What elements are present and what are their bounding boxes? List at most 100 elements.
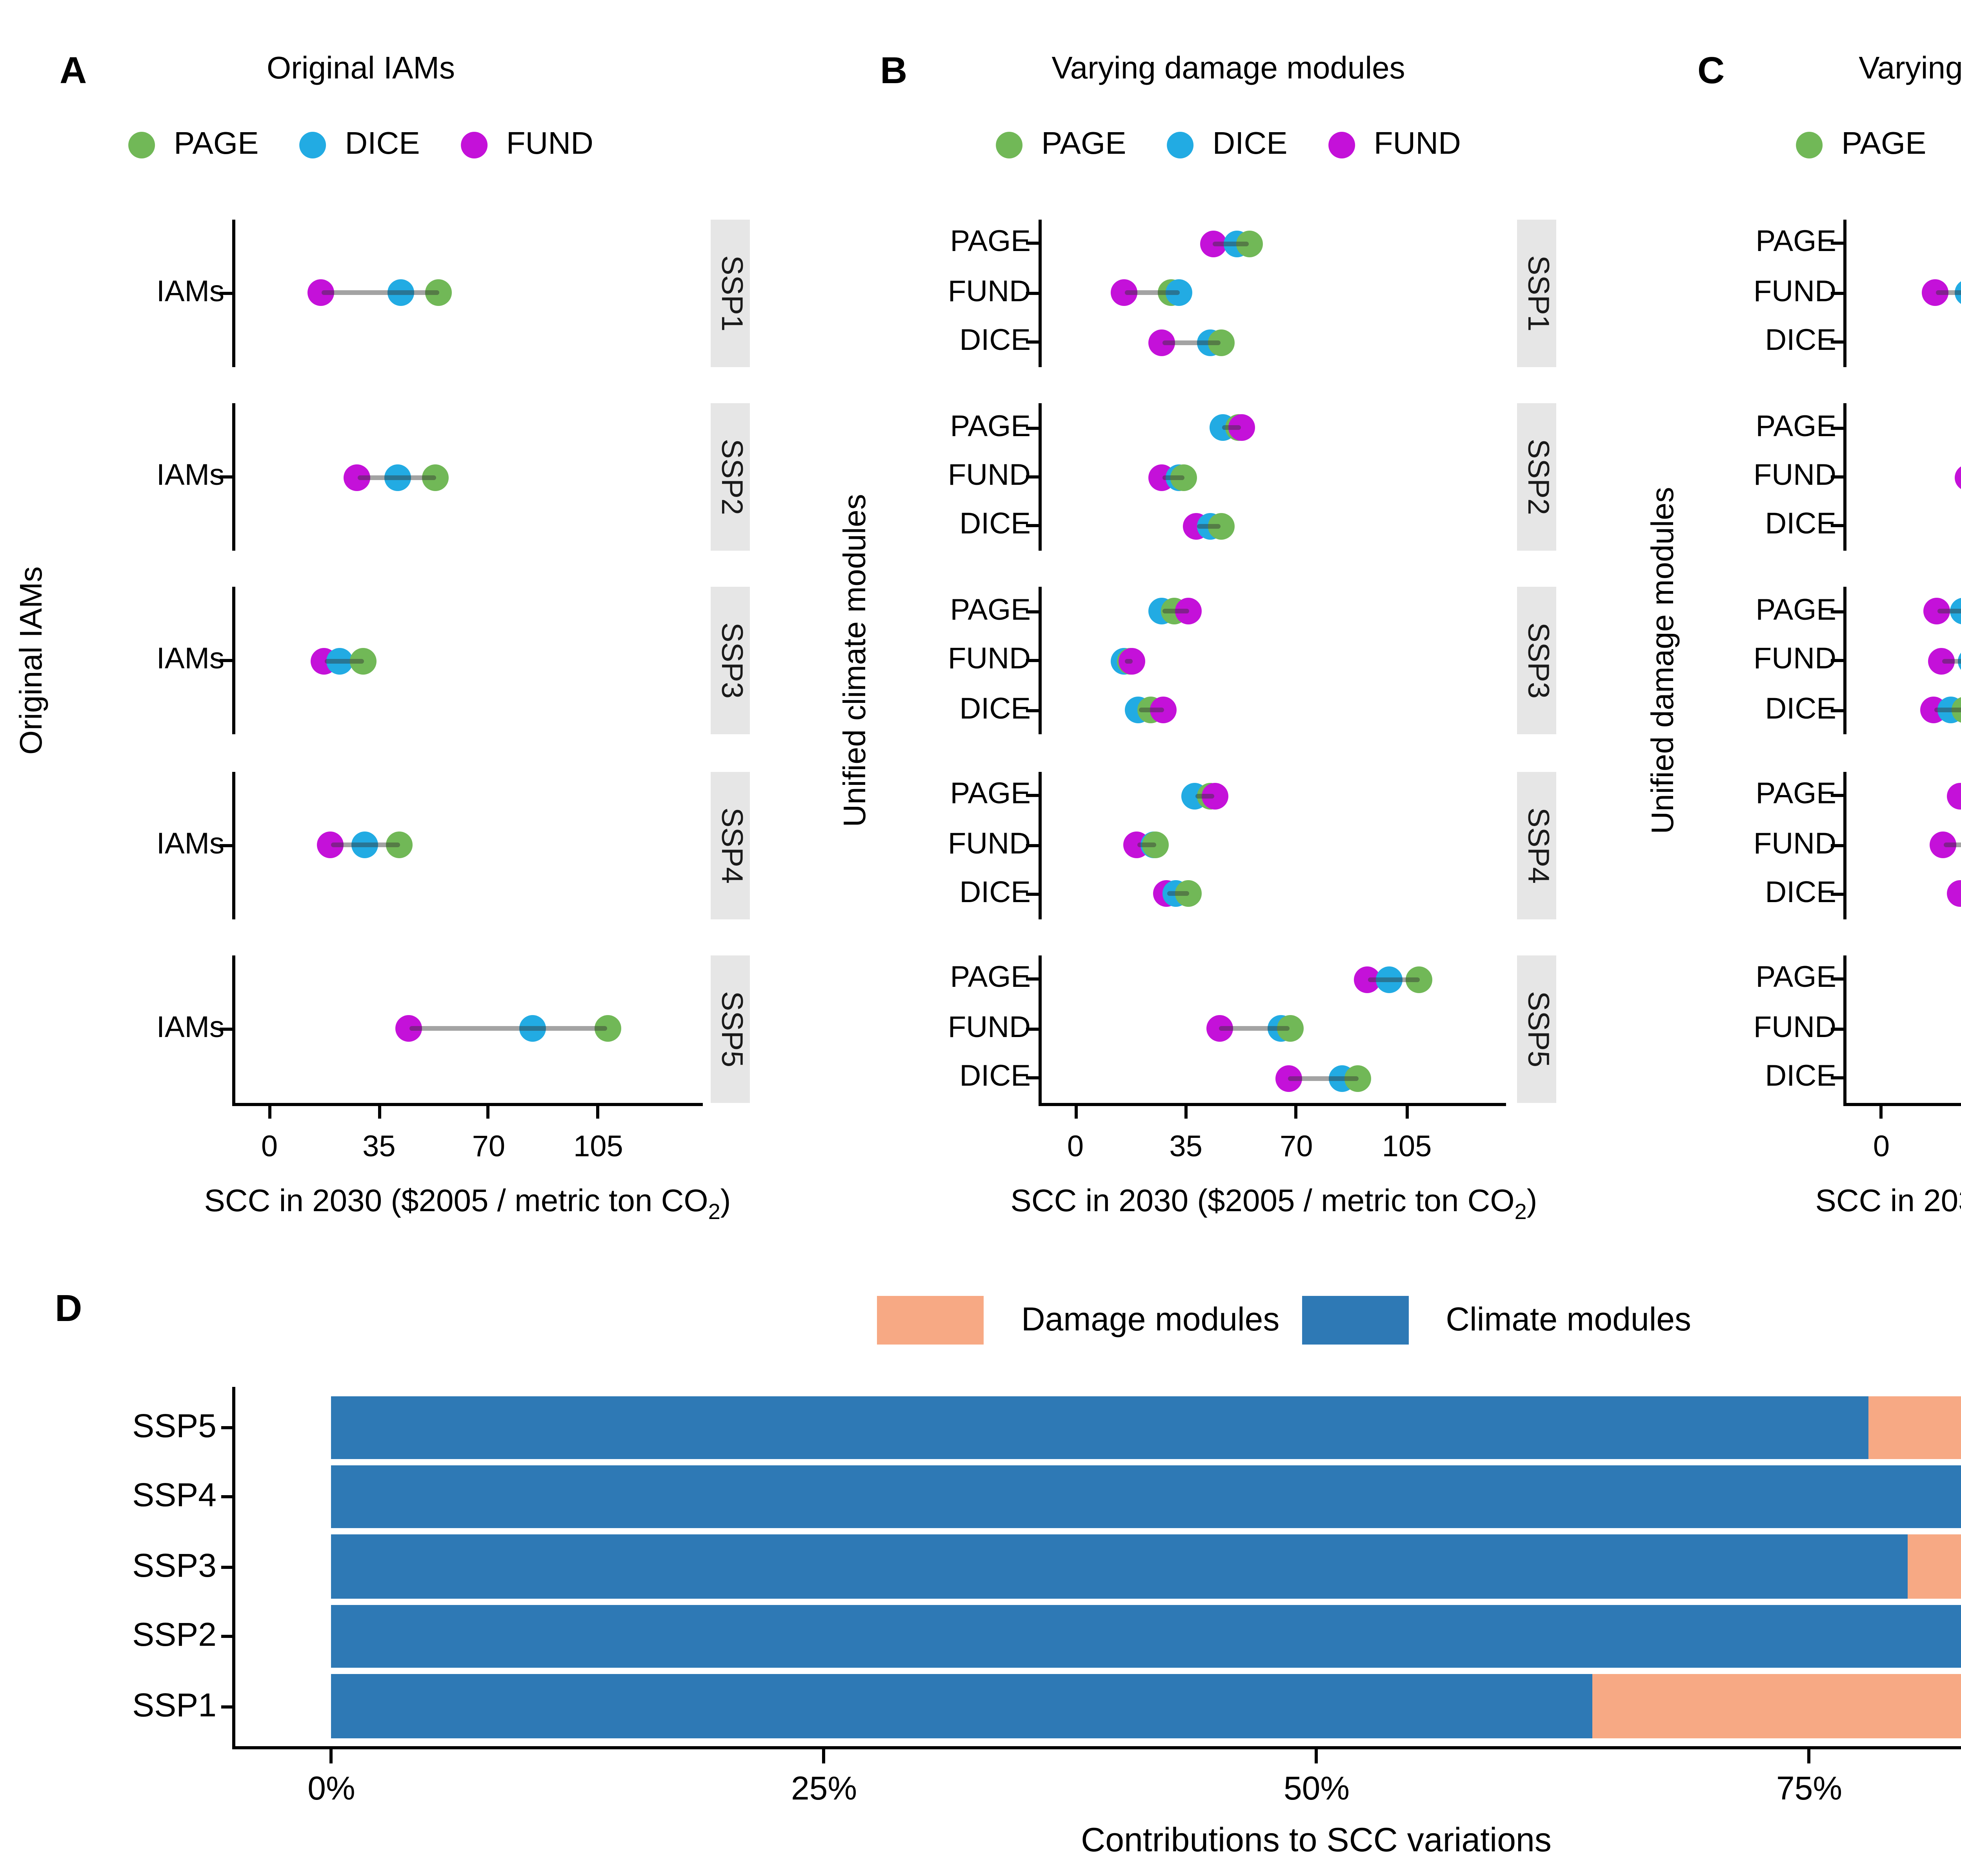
range-line: [1935, 291, 1961, 295]
panel-a-facet-spine: [231, 403, 235, 551]
row-label-iams: IAMs: [156, 1012, 224, 1044]
facet-strip-label: SSP3: [1521, 622, 1554, 699]
range-line: [1937, 609, 1961, 614]
panel-c-x-axis-title: SCC in 2030 ($2005 / metric ton CO2): [1815, 1185, 1961, 1224]
row-tick: [1025, 978, 1038, 981]
panel-c-facet-spine: [1843, 771, 1846, 919]
x-tick: [268, 1106, 271, 1118]
panel-d-x-axis-line: [232, 1746, 1961, 1750]
d-x-tick-label: 50%: [1283, 1771, 1350, 1807]
panel-c-letter: C: [1697, 50, 1725, 93]
panel-c-facet-spine: [1843, 587, 1846, 735]
row-label-page: PAGE: [1755, 410, 1836, 444]
b-ssp5-page-page-dot: [1406, 966, 1433, 993]
row-label-page: PAGE: [1755, 226, 1836, 260]
row-tick: [1831, 242, 1843, 246]
row-label-page: PAGE: [1755, 594, 1836, 628]
row-tick: [1025, 843, 1038, 846]
range-line: [330, 842, 400, 847]
range-line: [1137, 842, 1156, 847]
row-tick: [1025, 340, 1038, 344]
facet-strip-label: SSP1: [714, 255, 747, 331]
panel-a-facet-spine: [231, 955, 235, 1103]
row-tick: [1831, 843, 1843, 846]
row-label-dice: DICE: [1765, 325, 1836, 358]
row-label-page: PAGE: [950, 410, 1031, 444]
panel-b-facet-spine: [1038, 955, 1041, 1103]
dice-dot-icon: [1167, 131, 1194, 158]
row-tick: [1831, 340, 1843, 344]
c-ssp1-fund-dice-dot: [1955, 280, 1961, 306]
panel-a-legend: PAGE DICE FUND: [128, 126, 593, 163]
panel-a-letter: A: [60, 50, 87, 93]
row-label-page: PAGE: [950, 962, 1031, 995]
panel-d-y-axis-line: [232, 1387, 235, 1746]
panel-b-title: Varying damage modules: [1051, 52, 1405, 86]
legend-item-page: PAGE: [1796, 126, 1926, 162]
range-line: [1197, 524, 1221, 529]
x-tick-label: 0: [1873, 1131, 1890, 1164]
row-tick: [1025, 794, 1038, 797]
row-tick: [1831, 524, 1843, 528]
d-category-tick: [221, 1705, 232, 1708]
range-line: [357, 475, 436, 479]
panel-a-facet-spine: [231, 587, 235, 735]
panel-c-facet-spine: [1843, 403, 1846, 551]
legend-item-page: PAGE: [128, 126, 259, 162]
row-tick: [1025, 659, 1038, 662]
row-label-dice: DICE: [1765, 1061, 1836, 1094]
b-ssp5-fund-page-dot: [1277, 1015, 1304, 1042]
panel-c-facet-spine: [1843, 219, 1846, 367]
b-ssp5-dice-fund-dot: [1275, 1064, 1302, 1092]
row-tick: [1025, 242, 1038, 246]
d-category-tick: [221, 1565, 232, 1568]
a-ssp2-iams-page-dot: [422, 464, 449, 490]
row-tick: [1025, 708, 1038, 712]
row-label-fund: FUND: [1753, 644, 1836, 677]
x-tick: [377, 1106, 381, 1118]
panel-b-x-axis-title: SCC in 2030 ($2005 / metric ton CO2): [1011, 1185, 1537, 1224]
fund-legend-label: FUND: [1373, 126, 1461, 161]
bar-ssp1-damage: [1592, 1674, 1961, 1738]
b-ssp4-fund-page-dot: [1142, 832, 1170, 858]
facet-strip-ssp1: SSP1: [710, 219, 750, 367]
dice-legend-label: DICE: [345, 126, 420, 161]
legend-item-dice: DICE: [299, 126, 420, 162]
bar-ssp4-climate: [331, 1465, 1961, 1529]
panel-b-x-axis-line: [1038, 1103, 1506, 1106]
row-tick: [1025, 524, 1038, 528]
c-ssp2-fund-fund-dot: [1955, 464, 1961, 490]
d-category-label-ssp1: SSP1: [132, 1687, 216, 1724]
legend-item-damage-modules: Damage modules: [877, 1296, 1279, 1345]
b-ssp1-fund-fund-dot: [1111, 280, 1138, 306]
row-label-dice: DICE: [959, 877, 1031, 910]
d-x-tick: [1808, 1750, 1811, 1764]
legend-item-dice: DICE: [1167, 126, 1288, 162]
panel-b-facet-spine: [1038, 403, 1041, 551]
b-ssp3-fund-fund-dot: [1119, 648, 1146, 674]
axis-title-text: SCC in 2030 ($2005 / metric ton CO: [1010, 1185, 1515, 1219]
range-line: [1162, 340, 1221, 345]
x-tick-label: 35: [1945, 1133, 1961, 1164]
page-legend-label: PAGE: [174, 126, 259, 161]
row-tick: [1025, 291, 1038, 295]
row-tick: [1831, 708, 1843, 712]
range-line: [1219, 1026, 1290, 1031]
b-ssp5-dice-page-dot: [1344, 1064, 1372, 1092]
a-ssp4-iams-fund-dot: [317, 832, 344, 858]
range-line: [1934, 708, 1961, 713]
d-category-label-ssp2: SSP2: [132, 1618, 216, 1654]
bar-ssp2-climate: [331, 1605, 1961, 1669]
row-label-iams: IAMs: [156, 460, 224, 493]
row-tick: [1831, 475, 1843, 479]
row-label-page: PAGE: [1755, 962, 1836, 995]
axis-title-sub: 2: [1514, 1199, 1527, 1224]
panel-c-title: Varying climate modules: [1859, 52, 1961, 86]
row-tick: [1025, 892, 1038, 896]
x-tick-label: 70: [472, 1131, 506, 1164]
row-label-fund: FUND: [1753, 828, 1836, 861]
b-ssp1-page-fund-dot: [1199, 230, 1226, 257]
b-ssp1-fund-dice-dot: [1166, 280, 1193, 306]
d-x-tick: [1315, 1750, 1318, 1764]
